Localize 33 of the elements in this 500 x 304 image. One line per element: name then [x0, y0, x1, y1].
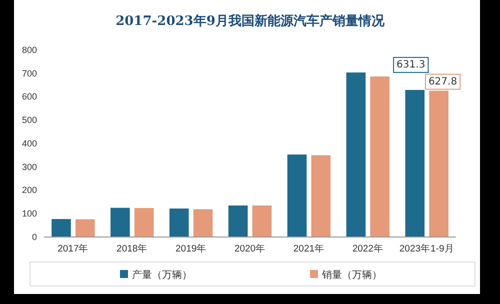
- bar: [286, 154, 308, 238]
- y-tick-label: 700: [22, 68, 37, 78]
- y-tick-label: 600: [22, 92, 37, 102]
- bar: [227, 204, 249, 238]
- bar: [369, 75, 390, 238]
- y-tick-label: 500: [22, 115, 37, 126]
- data-label: 631.3: [396, 59, 426, 70]
- chart-title: 2017-2023年9月我国新能源汽车产销量情况: [116, 13, 386, 29]
- data-label: 627.8: [428, 76, 458, 88]
- y-tick-label: 100: [22, 208, 37, 219]
- y-tick-label: 400: [22, 138, 37, 148]
- bar: [133, 207, 155, 238]
- bar: [251, 204, 273, 238]
- bar: [168, 208, 190, 238]
- legend-label: 销量（万辆）: [321, 269, 382, 281]
- x-tick-label: 2019年: [175, 242, 207, 255]
- y-tick-label: 300: [22, 162, 37, 172]
- bar: [310, 154, 332, 238]
- x-tick-label: 2018年: [116, 242, 148, 255]
- x-tick-label: 2023年1-9月: [399, 242, 454, 255]
- bar: [50, 218, 72, 238]
- y-tick-label: 800: [22, 44, 37, 55]
- bar: [192, 208, 214, 238]
- x-tick-label: 2020年: [234, 242, 266, 255]
- y-tick-label: 200: [22, 185, 37, 196]
- bar: [110, 206, 131, 238]
- x-tick-label: 2017年: [58, 242, 89, 255]
- y-tick-label: 0: [32, 232, 37, 242]
- legend-label: 产量（万辆）: [132, 269, 192, 281]
- bar: [345, 71, 367, 238]
- bar: [74, 218, 96, 238]
- x-tick-label: 2022年: [352, 242, 384, 255]
- x-tick-label: 2021年: [293, 242, 325, 255]
